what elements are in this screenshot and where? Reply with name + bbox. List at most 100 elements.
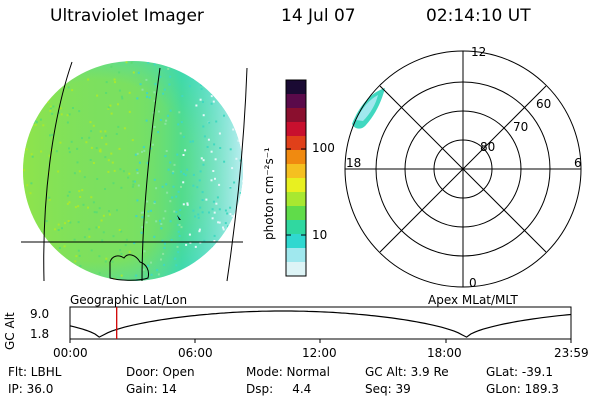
speckle <box>140 211 143 214</box>
speckle <box>142 268 145 271</box>
speckle <box>153 200 156 203</box>
speckle <box>117 125 120 128</box>
speckle <box>31 277 34 280</box>
colorbar-band <box>286 220 306 235</box>
speckle <box>88 235 91 238</box>
speckle <box>197 216 200 219</box>
speckle <box>229 186 232 189</box>
speckle <box>231 167 234 170</box>
speckle <box>104 188 106 190</box>
speckle <box>203 239 206 242</box>
speckle <box>201 211 204 214</box>
info-ip: IP: 36.0 <box>8 382 54 396</box>
speckle <box>227 225 230 228</box>
alt-ytick-max: 9.0 <box>30 307 50 321</box>
speckle <box>45 70 47 73</box>
speckle <box>156 269 159 272</box>
speckle <box>145 221 148 224</box>
speckle <box>155 220 158 223</box>
speckle <box>163 88 166 91</box>
speckle <box>176 245 179 248</box>
speckle <box>174 257 176 260</box>
speckle <box>235 256 238 258</box>
speckle <box>213 143 216 146</box>
speckle <box>145 119 148 122</box>
speckle <box>25 270 28 273</box>
alt-xtick-label: 23:59 <box>554 346 589 360</box>
speckle <box>117 103 119 106</box>
speckle <box>239 105 242 108</box>
speckle <box>48 68 51 71</box>
speckle <box>121 97 124 100</box>
speckle <box>88 136 91 139</box>
speckle <box>90 249 93 252</box>
speckle <box>135 215 138 218</box>
speckle <box>239 134 241 137</box>
speckle <box>71 268 74 271</box>
speckle <box>112 182 115 185</box>
speckle <box>143 149 146 152</box>
speckle <box>90 130 93 133</box>
speckle <box>172 170 175 173</box>
speckle <box>23 169 26 172</box>
speckle <box>153 125 156 128</box>
speckle <box>177 251 180 254</box>
speckle <box>118 71 121 74</box>
speckle <box>118 147 121 150</box>
altitude-curve <box>69 310 572 338</box>
speckle <box>26 106 29 109</box>
speckle <box>55 150 58 153</box>
speckle <box>210 150 213 153</box>
speckle <box>63 274 66 277</box>
speckle <box>201 191 204 194</box>
speckle <box>217 221 220 224</box>
time-label: 02:14:10 UT <box>426 6 531 26</box>
speckle <box>216 196 219 199</box>
info-gain: Gain: 14 <box>126 382 177 396</box>
speckle <box>161 239 164 242</box>
speckle <box>77 221 80 224</box>
speckle <box>136 168 139 171</box>
speckle <box>225 61 228 64</box>
speckle <box>91 277 94 280</box>
speckle <box>217 66 220 69</box>
speckle <box>136 199 139 202</box>
speckle <box>105 92 108 94</box>
speckle <box>182 203 185 206</box>
speckle <box>175 211 178 213</box>
speckle <box>95 226 98 229</box>
speckle <box>116 209 118 212</box>
polar-plot <box>344 50 582 288</box>
speckle <box>167 168 170 171</box>
speckle <box>73 238 76 241</box>
speckle <box>167 67 170 70</box>
speckle <box>210 95 213 98</box>
speckle <box>177 190 180 193</box>
alt-xtick-label: 18:00 <box>427 346 462 360</box>
speckle <box>194 245 197 248</box>
alt-xtick-label: 00:00 <box>53 346 88 360</box>
speckle <box>213 211 216 214</box>
speckle <box>178 111 181 114</box>
speckle <box>127 176 130 179</box>
speckle <box>81 189 84 192</box>
speckle <box>93 211 96 214</box>
speckle <box>169 220 172 223</box>
speckle <box>184 174 187 177</box>
speckle <box>133 180 136 183</box>
speckle <box>185 271 188 274</box>
speckle <box>237 139 240 142</box>
speckle <box>212 246 215 249</box>
speckle <box>35 121 38 124</box>
speckle <box>90 146 93 149</box>
speckle <box>122 170 125 173</box>
speckle <box>25 148 28 151</box>
speckle <box>180 226 183 229</box>
mlt-label-0: 0 <box>469 276 477 290</box>
speckle <box>205 198 208 201</box>
speckle <box>104 260 107 263</box>
mlat-label-80: 80 <box>480 140 496 154</box>
speckle <box>223 249 226 251</box>
speckle <box>132 180 135 183</box>
alt-xtick-label: 06:00 <box>178 346 213 360</box>
